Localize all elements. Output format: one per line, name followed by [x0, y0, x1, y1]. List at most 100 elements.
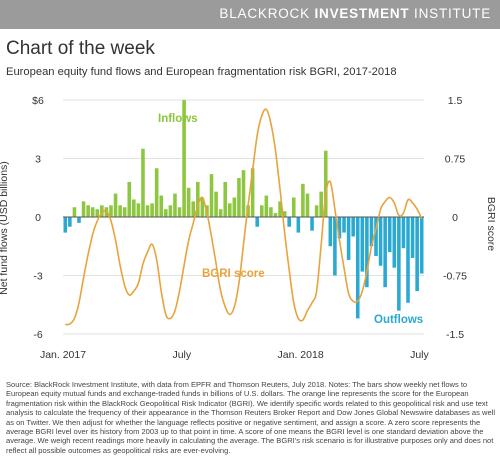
flow-bar	[301, 183, 305, 217]
brand-logo: BLACKROCK INVESTMENT INSTITUTE	[219, 6, 491, 21]
flow-bar	[410, 217, 415, 258]
source-note: Source: BlackRock Investment Institute, …	[6, 380, 495, 455]
flow-bar	[218, 209, 223, 217]
annotation-label: Inflows	[158, 113, 198, 125]
flow-bar	[154, 168, 159, 217]
flow-bar	[360, 217, 365, 272]
flow-bar	[333, 217, 337, 276]
flow-bar	[406, 217, 410, 303]
flow-bar	[355, 217, 360, 319]
flow-bar	[255, 217, 259, 227]
y-tick-right-label: -0.75	[443, 271, 467, 283]
flow-bar	[365, 217, 369, 288]
flow-bar	[214, 191, 218, 217]
flow-bar	[328, 217, 333, 247]
y-tick-left-label: $6	[32, 95, 44, 107]
flow-bar	[342, 217, 346, 233]
flow-bar	[109, 205, 113, 217]
x-tick-label: Jan. 2017	[40, 349, 86, 361]
flow-bar	[273, 213, 278, 217]
flow-bar	[159, 195, 164, 217]
flow-bar	[100, 205, 104, 217]
flow-bar	[264, 195, 269, 217]
bgri-line	[65, 108, 423, 326]
annotation-label: Outflows	[374, 314, 423, 326]
brand-bar: BLACKROCK INVESTMENT INSTITUTE	[0, 0, 500, 29]
flow-bar	[378, 217, 383, 266]
flow-bar	[118, 205, 122, 217]
flow-bar	[63, 217, 68, 233]
flow-bar	[250, 168, 255, 217]
flow-bar	[145, 205, 150, 217]
flow-bar	[323, 150, 328, 217]
chart-subtitle: European equity fund flows and European …	[6, 66, 397, 78]
annotation-label: BGRI score	[202, 268, 265, 280]
flow-bar	[415, 217, 419, 292]
flow-bar	[278, 201, 282, 217]
y-tick-right-label: -1.5	[446, 329, 464, 341]
flow-bar	[141, 148, 145, 217]
flow-bar	[223, 181, 228, 217]
y-tick-left-label: 0	[35, 212, 41, 224]
y-tick-left-label: 3	[35, 154, 41, 166]
flow-bar	[150, 203, 154, 217]
flow-bar	[282, 211, 287, 217]
flow-bar	[72, 207, 77, 217]
flow-bar	[168, 205, 173, 217]
flow-bar	[186, 187, 191, 217]
flow-bar	[387, 217, 392, 253]
flow-bar	[296, 217, 301, 233]
flow-bar	[177, 207, 182, 217]
page-title: Chart of the week	[6, 38, 155, 59]
flow-bar	[383, 217, 387, 288]
flow-bar	[269, 207, 273, 217]
flow-bar	[419, 217, 424, 274]
flows-bgri-chart: $6 3 0 -3 -6 1.5 0.75 0 -0.75 -1.5 Jan. 2017 July Ja…	[32, 95, 467, 361]
flow-bar	[173, 193, 177, 217]
flow-bar	[200, 197, 205, 217]
flow-bar	[132, 199, 136, 217]
y-tick-left-label: -6	[33, 329, 42, 341]
flow-bar	[401, 217, 406, 249]
x-tick-label: July	[410, 349, 429, 361]
flow-bar	[259, 205, 264, 217]
flow-bar	[68, 217, 72, 227]
flow-bar	[113, 193, 118, 217]
flow-bar	[314, 205, 319, 217]
flow-bar	[232, 197, 237, 217]
x-tick-label: Jan. 2018	[278, 349, 324, 361]
flow-bar	[191, 201, 196, 217]
y-axis-right-label: BGRI score	[485, 196, 497, 252]
flow-bar	[228, 203, 232, 217]
y-axis-left-label: Net fund flows (USD billions)	[0, 161, 10, 295]
flow-bar	[287, 217, 291, 227]
flow-bar	[182, 100, 186, 217]
y-tick-right-label: 1.5	[448, 95, 463, 107]
flow-bar	[136, 203, 141, 217]
flow-bar	[86, 205, 90, 217]
flow-bar	[337, 217, 342, 239]
flow-bar	[369, 217, 374, 247]
flow-bar	[237, 178, 241, 217]
flow-bar	[81, 201, 86, 217]
flow-bar	[164, 209, 168, 217]
flow-bar	[104, 207, 109, 217]
flow-bar	[374, 217, 378, 256]
flow-bar	[90, 207, 95, 217]
flow-bar	[209, 174, 214, 217]
flow-bar	[291, 197, 296, 217]
y-tick-left-label: -3	[33, 271, 42, 283]
flow-bar	[127, 181, 132, 217]
flow-bar	[305, 193, 310, 217]
flow-bar	[319, 191, 323, 217]
flow-bar	[122, 207, 127, 217]
flow-bar	[241, 170, 246, 217]
flow-bar	[346, 217, 351, 260]
flow-bar	[196, 181, 200, 217]
y-tick-right-label: 0.75	[445, 154, 466, 166]
flow-bar	[351, 217, 355, 237]
flow-bar	[392, 217, 397, 268]
flow-bar	[77, 217, 81, 223]
y-tick-right-label: 0	[452, 212, 458, 224]
x-tick-label: July	[172, 349, 191, 361]
